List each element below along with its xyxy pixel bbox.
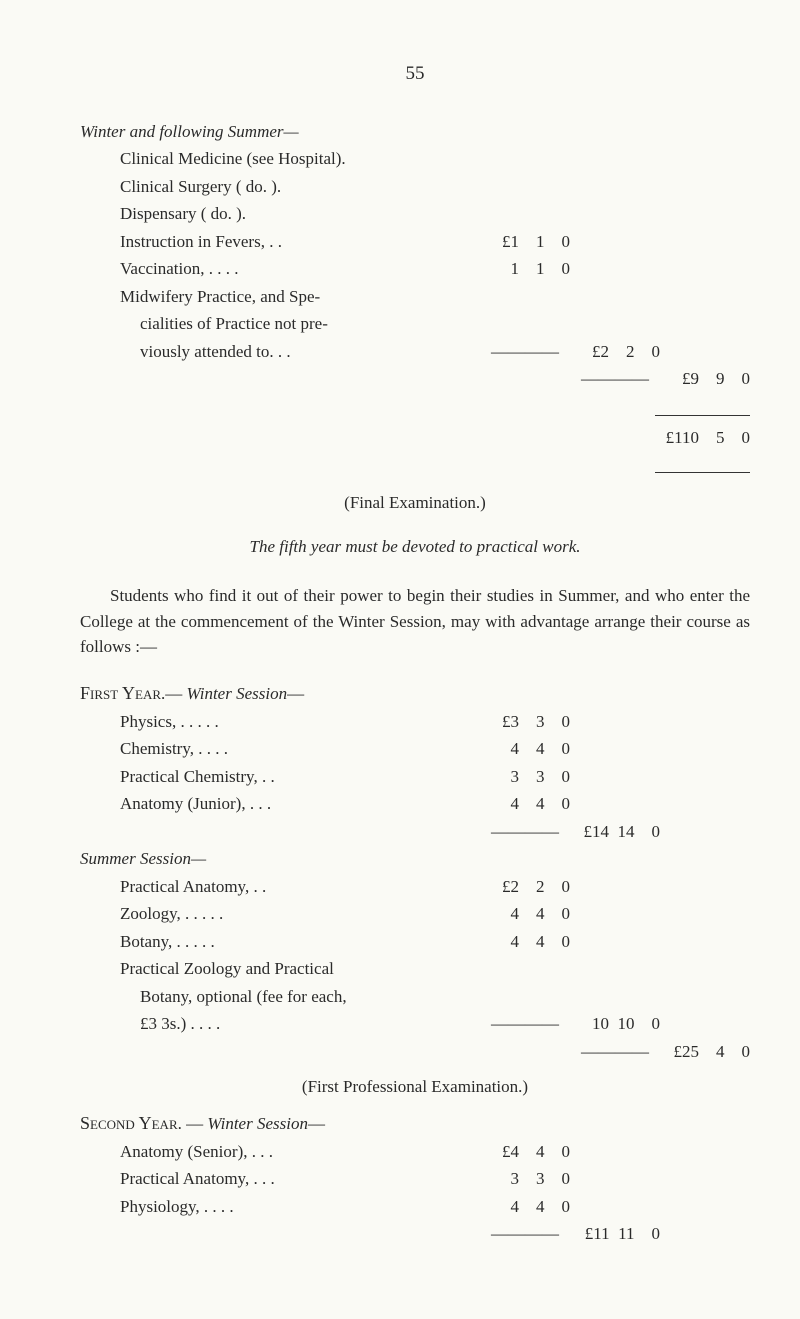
fifth-year-note: The fifth year must be devoted to practi… bbox=[80, 534, 750, 560]
anatomy-junior-label: Anatomy (Junior), . . . bbox=[120, 791, 271, 817]
page-number: 55 bbox=[80, 60, 750, 89]
first-year-header: First Year.— Winter Session— bbox=[80, 680, 750, 707]
practical-anatomy-2-label: Practical Anatomy, . . . bbox=[120, 1166, 275, 1192]
final-examination-label: (Final Examination.) bbox=[80, 490, 750, 516]
dispensary-label: Dispensary ( do. ). bbox=[120, 201, 246, 227]
subtotal-11-row: ———— £11 11 0 bbox=[80, 1221, 750, 1247]
physiology-amount: 4 4 0 bbox=[480, 1194, 570, 1220]
subtotal-10-10-0: 10 10 0 bbox=[570, 1011, 660, 1037]
total-110-5-0: £110 5 0 bbox=[660, 425, 750, 451]
midwifery-row-2: cialities of Practice not pre- bbox=[80, 311, 750, 337]
page-container: 55 Winter and following Summer— Clinical… bbox=[0, 0, 800, 1319]
vaccination-amount: 1 1 0 bbox=[480, 256, 570, 282]
clinical-surgery-row: Clinical Surgery ( do. ). bbox=[80, 174, 750, 200]
subtotal-25-4-0: £25 4 0 bbox=[660, 1039, 750, 1065]
anatomy-junior-row: Anatomy (Junior), . . . 4 4 0 bbox=[80, 791, 750, 817]
subtotal-14-row: ———— £14 14 0 bbox=[80, 819, 750, 845]
zoology-label: Zoology, . . . . . bbox=[120, 901, 223, 927]
main-paragraph: Students who find it out of their power … bbox=[80, 583, 750, 660]
physics-amount: £3 3 0 bbox=[480, 709, 570, 735]
midwifery-row-1: Midwifery Practice, and Spe- bbox=[80, 284, 750, 310]
vaccination-row: Vaccination, . . . . 1 1 0 bbox=[80, 256, 750, 282]
chemistry-amount: 4 4 0 bbox=[480, 736, 570, 762]
rule-above-110 bbox=[80, 398, 750, 424]
chemistry-row: Chemistry, . . . . 4 4 0 bbox=[80, 736, 750, 762]
practical-anatomy-row: Practical Anatomy, . . £2 2 0 bbox=[80, 874, 750, 900]
anatomy-senior-amount: £4 4 0 bbox=[480, 1139, 570, 1165]
first-professional-exam-label: (First Professional Examination.) bbox=[80, 1074, 750, 1100]
practical-anatomy-label: Practical Anatomy, . . bbox=[120, 874, 266, 900]
subtotal-9-9-0: £9 9 0 bbox=[660, 366, 750, 392]
clinical-medicine-row: Clinical Medicine (see Hospital). bbox=[80, 146, 750, 172]
practical-chemistry-amount: 3 3 0 bbox=[480, 764, 570, 790]
practical-chemistry-label: Practical Chemistry, . . bbox=[120, 764, 275, 790]
zoology-row: Zoology, . . . . . 4 4 0 bbox=[80, 901, 750, 927]
fevers-amount: £1 1 0 bbox=[480, 229, 570, 255]
practical-anatomy-2-amount: 3 3 0 bbox=[480, 1166, 570, 1192]
chemistry-label: Chemistry, . . . . bbox=[120, 736, 228, 762]
total-110-row: £110 5 0 bbox=[80, 425, 750, 451]
botany-label: Botany, . . . . . bbox=[120, 929, 215, 955]
midwifery-label-3: viously attended to. . . bbox=[140, 339, 291, 365]
clinical-surgery-label: Clinical Surgery ( do. ). bbox=[120, 174, 281, 200]
practical-zoology-label-2: Botany, optional (fee for each, bbox=[140, 984, 347, 1010]
rule-below-110 bbox=[80, 455, 750, 481]
zoology-amount: 4 4 0 bbox=[480, 901, 570, 927]
subtotal-2-2-0: £2 2 0 bbox=[570, 339, 660, 365]
practical-zoology-row-2: Botany, optional (fee for each, bbox=[80, 984, 750, 1010]
anatomy-junior-amount: 4 4 0 bbox=[480, 791, 570, 817]
physics-label: Physics, . . . . . bbox=[120, 709, 219, 735]
botany-row: Botany, . . . . . 4 4 0 bbox=[80, 929, 750, 955]
subtotal-14-14-0: £14 14 0 bbox=[570, 819, 660, 845]
practical-chemistry-row: Practical Chemistry, . . 3 3 0 bbox=[80, 764, 750, 790]
vaccination-label: Vaccination, . . . . bbox=[120, 256, 239, 282]
midwifery-label-1: Midwifery Practice, and Spe- bbox=[120, 284, 320, 310]
physics-row: Physics, . . . . . £3 3 0 bbox=[80, 709, 750, 735]
practical-anatomy-2-row: Practical Anatomy, . . . 3 3 0 bbox=[80, 1166, 750, 1192]
practical-zoology-row-1: Practical Zoology and Practical bbox=[80, 956, 750, 982]
physiology-row: Physiology, . . . . 4 4 0 bbox=[80, 1194, 750, 1220]
midwifery-label-2: cialities of Practice not pre- bbox=[140, 311, 328, 337]
subtotal-11-11-0: £11 11 0 bbox=[570, 1221, 660, 1247]
second-year-header: Second Year. — Winter Session— bbox=[80, 1110, 750, 1137]
subtotal-9-row: ———— £9 9 0 bbox=[80, 366, 750, 392]
practical-zoology-row-3: £3 3s.) . . . . ———— 10 10 0 bbox=[80, 1011, 750, 1037]
physiology-label: Physiology, . . . . bbox=[120, 1194, 234, 1220]
clinical-medicine-label: Clinical Medicine (see Hospital). bbox=[120, 146, 346, 172]
midwifery-row-3: viously attended to. . . ———— £2 2 0 bbox=[80, 339, 750, 365]
practical-anatomy-amount: £2 2 0 bbox=[480, 874, 570, 900]
dispensary-row: Dispensary ( do. ). bbox=[80, 201, 750, 227]
fevers-row: Instruction in Fevers, . . £1 1 0 bbox=[80, 229, 750, 255]
fevers-label: Instruction in Fevers, . . bbox=[120, 229, 282, 255]
summer-session-header: Summer Session— bbox=[80, 846, 750, 872]
anatomy-senior-row: Anatomy (Senior), . . . £4 4 0 bbox=[80, 1139, 750, 1165]
practical-zoology-label-3: £3 3s.) . . . . bbox=[140, 1011, 220, 1037]
practical-zoology-label-1: Practical Zoology and Practical bbox=[120, 956, 334, 982]
botany-amount: 4 4 0 bbox=[480, 929, 570, 955]
winter-summer-header: Winter and following Summer— bbox=[80, 119, 750, 145]
subtotal-25-row: ———— £25 4 0 bbox=[80, 1039, 750, 1065]
anatomy-senior-label: Anatomy (Senior), . . . bbox=[120, 1139, 273, 1165]
